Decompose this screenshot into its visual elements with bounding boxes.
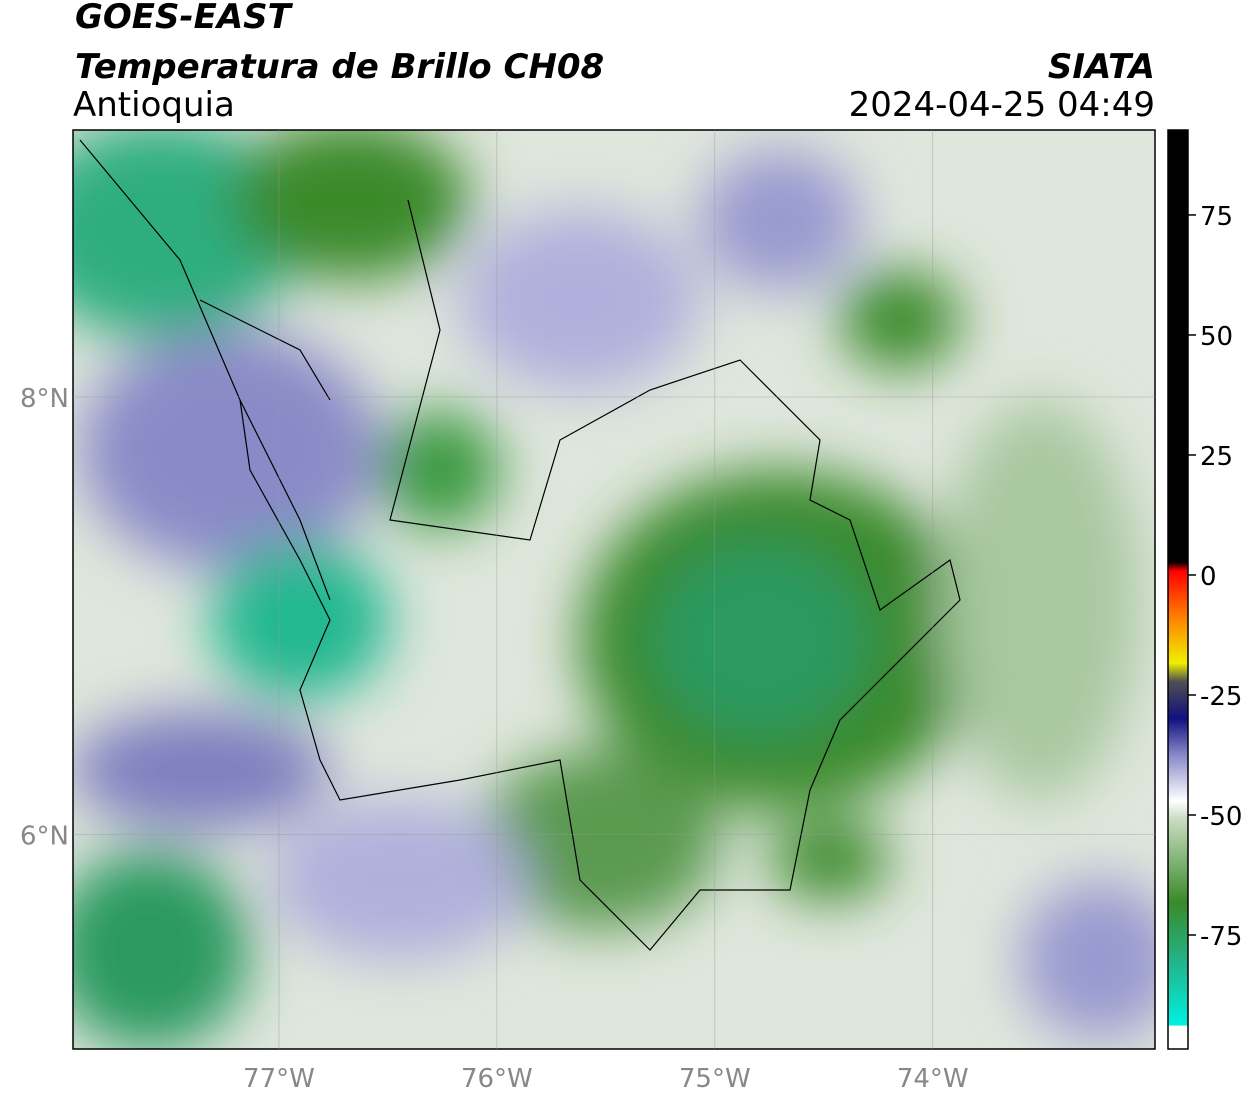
y-tick-label: 8°N (20, 384, 69, 414)
subtitle: Temperatura de Brillo CH08 (75, 47, 604, 87)
colorbar-tick-label: -75 (1200, 922, 1242, 952)
x-tick-label: 74°W (897, 1064, 969, 1094)
satellite-image (73, 130, 1155, 1049)
x-tick-label: 77°W (243, 1064, 315, 1094)
title: GOES-EAST (75, 0, 294, 37)
source: SIATA (1048, 47, 1155, 87)
colorbar (1167, 129, 1189, 1050)
colorbar-tick-label: -50 (1200, 802, 1242, 832)
colorbar-tick-label: -25 (1200, 682, 1242, 712)
colorbar-tick-label: 75 (1200, 202, 1233, 232)
y-tick-label: 6°N (20, 822, 69, 852)
map-frame (72, 129, 1156, 1050)
x-tick-label: 75°W (679, 1064, 751, 1094)
datetime: 2024-04-25 04:49 (849, 85, 1155, 125)
region: Antioquia (73, 85, 235, 125)
colorbar-tick-label: 0 (1200, 562, 1217, 592)
colorbar-tick-label: 25 (1200, 442, 1233, 472)
colorbar-tick-label: 50 (1200, 322, 1233, 352)
x-tick-label: 76°W (461, 1064, 533, 1094)
